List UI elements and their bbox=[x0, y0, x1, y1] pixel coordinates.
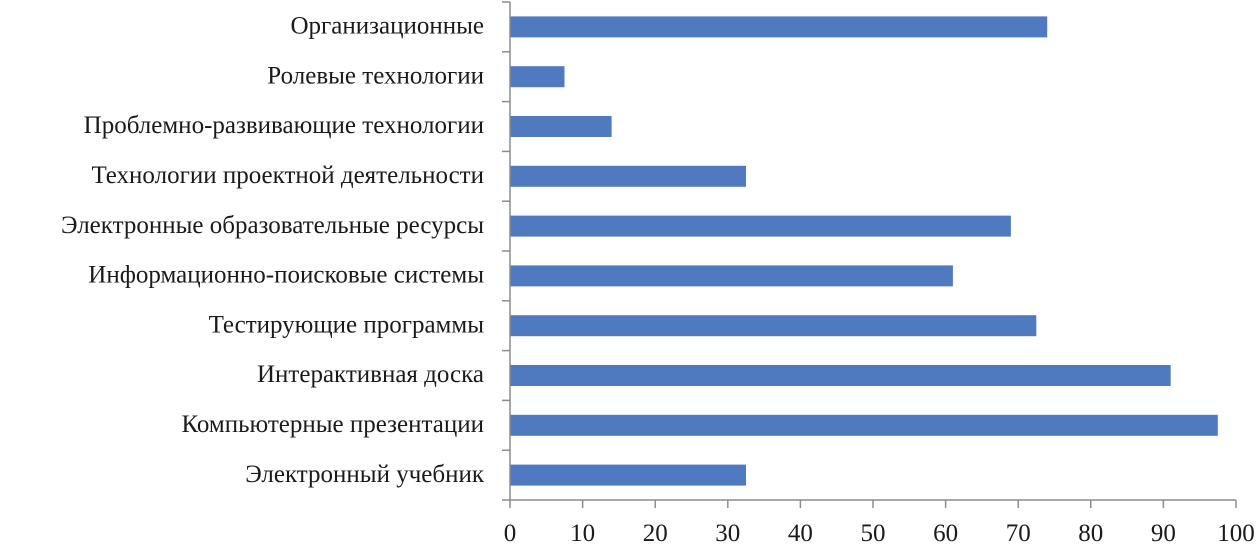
x-tick-label: 50 bbox=[861, 520, 886, 547]
category-label: Интерактивная доска bbox=[257, 361, 484, 388]
x-axis-ticks bbox=[509, 500, 1237, 508]
bars bbox=[510, 16, 1218, 486]
category-label: Организационные bbox=[290, 13, 484, 40]
category-label: Электронные образовательные ресурсы bbox=[61, 212, 484, 239]
x-tick-label: 30 bbox=[715, 520, 740, 547]
category-label: Тестирующие программы bbox=[209, 311, 485, 338]
y-axis-ticks bbox=[502, 1, 510, 501]
x-tick-labels: 0 10 20 30 40 50 60 70 80 90 100 bbox=[504, 520, 1255, 547]
category-label: Электронный учебник bbox=[245, 461, 485, 488]
x-tick-label: 10 bbox=[570, 520, 595, 547]
category-label: Информационно-поисковые системы bbox=[88, 262, 484, 289]
bar bbox=[510, 165, 746, 187]
x-tick-label: 40 bbox=[788, 520, 813, 547]
category-label: Технологии проектной деятельности bbox=[91, 162, 484, 189]
category-labels: Организационные Ролевые технологии Проблем… bbox=[61, 13, 485, 488]
bar bbox=[510, 315, 1037, 337]
bar bbox=[510, 265, 953, 287]
x-tick-label: 90 bbox=[1151, 520, 1176, 547]
category-label: Компьютерные презентации bbox=[181, 411, 484, 438]
x-tick-label: 70 bbox=[1006, 520, 1031, 547]
x-tick-label: 80 bbox=[1078, 520, 1103, 547]
category-label: Ролевые технологии bbox=[267, 62, 484, 89]
x-tick-label: 60 bbox=[933, 520, 958, 547]
category-label: Проблемно-развивающие технологии bbox=[84, 112, 484, 139]
bar bbox=[510, 16, 1048, 38]
bar bbox=[510, 414, 1218, 436]
x-tick-label: 0 bbox=[504, 520, 517, 547]
bar bbox=[510, 116, 612, 137]
bar bbox=[510, 365, 1171, 386]
x-tick-label: 20 bbox=[643, 520, 668, 547]
bar bbox=[510, 215, 1011, 237]
x-tick-label: 100 bbox=[1217, 520, 1255, 547]
bar bbox=[510, 66, 565, 88]
bar bbox=[510, 464, 746, 486]
